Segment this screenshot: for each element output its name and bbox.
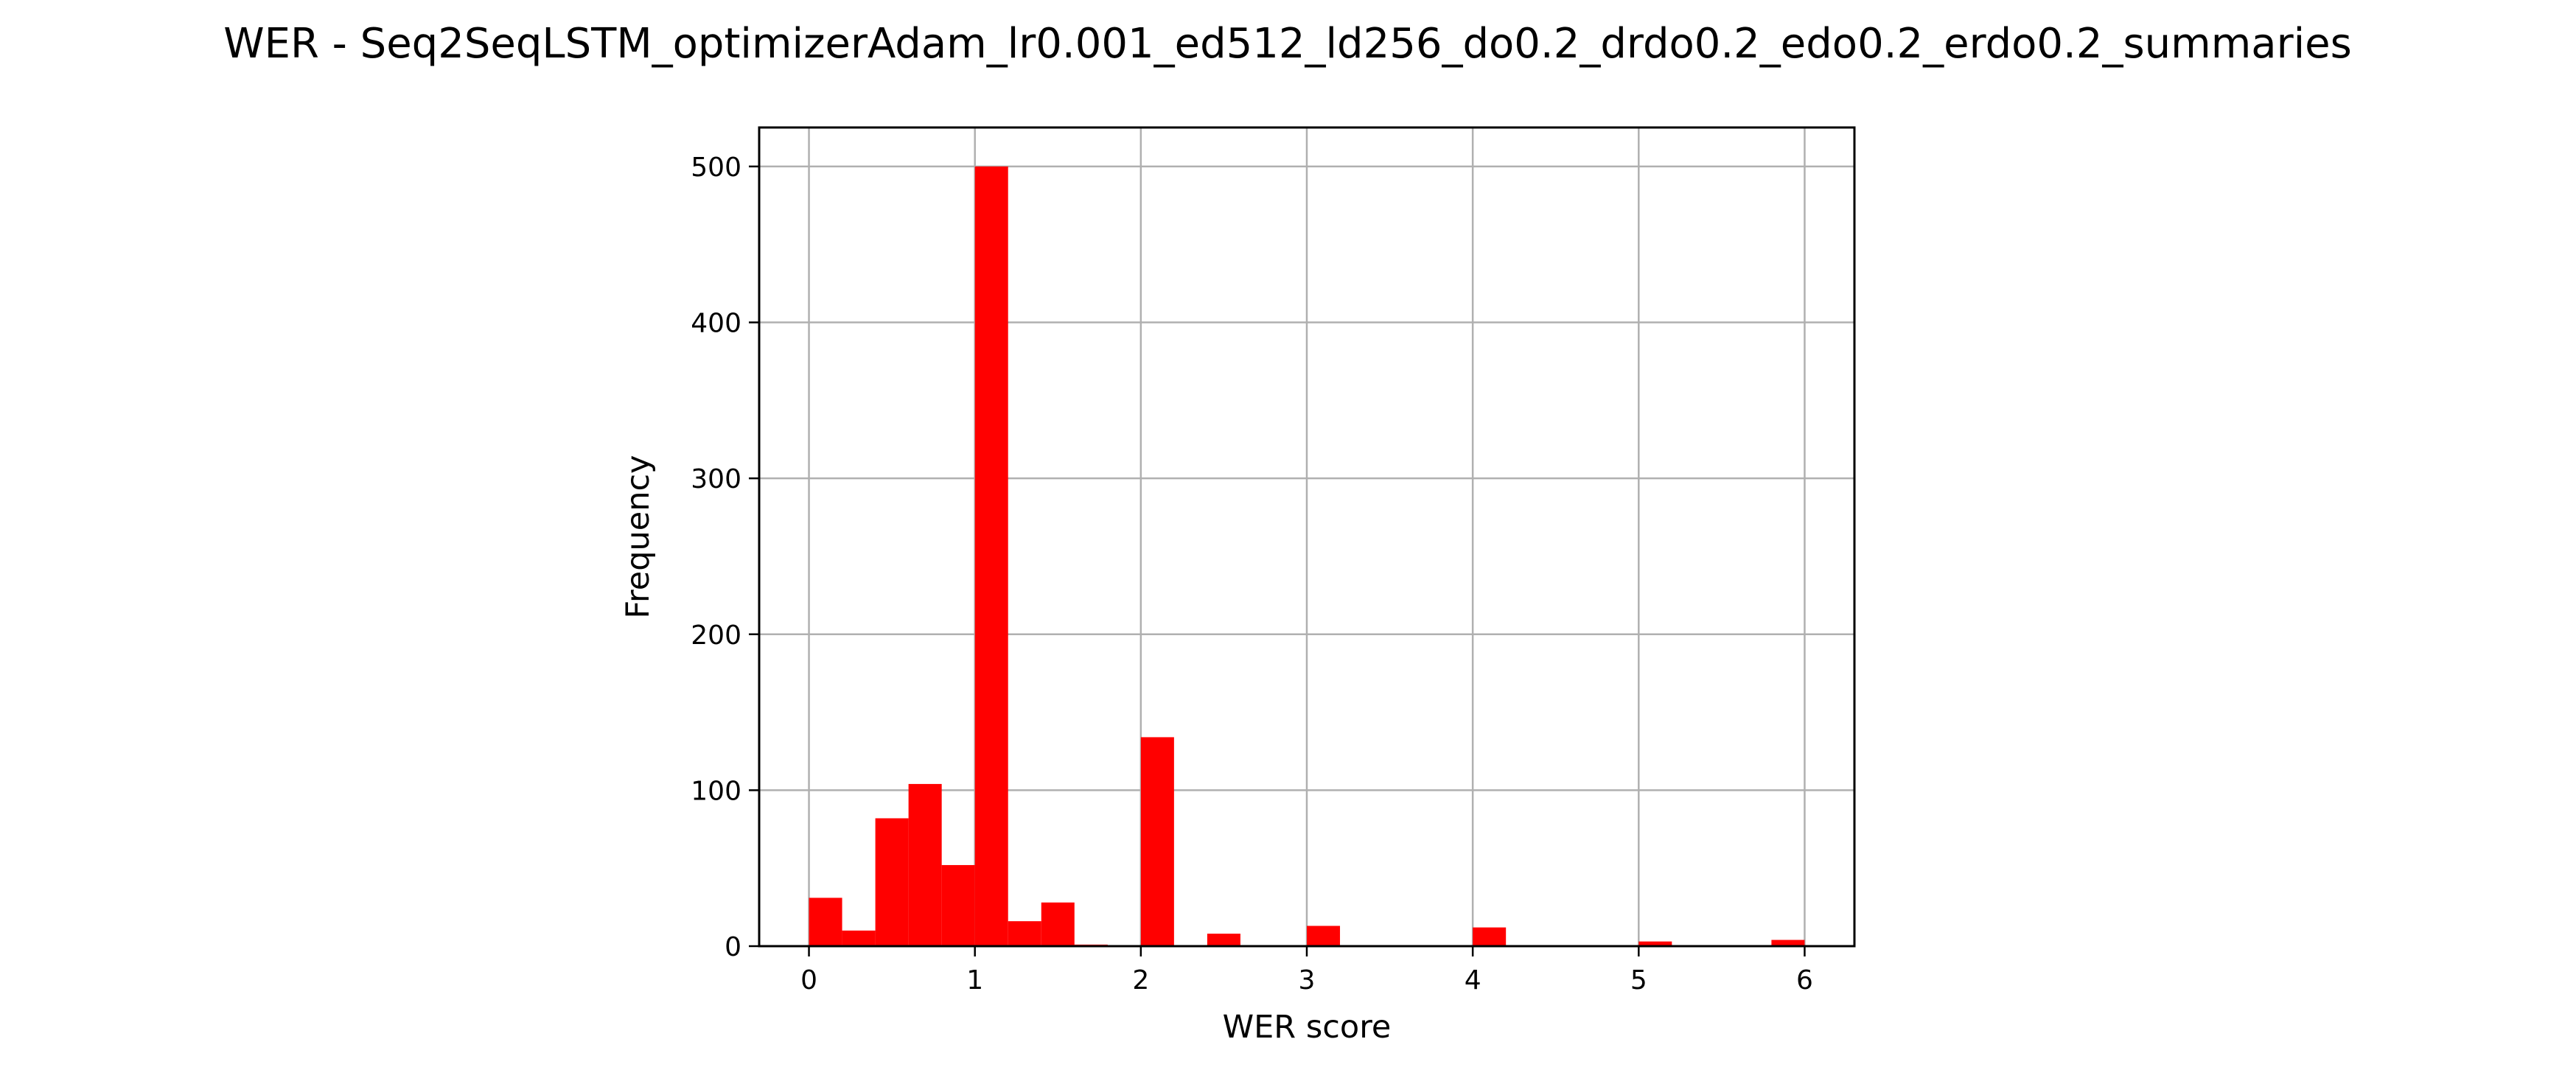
y-tick-label: 500 xyxy=(691,153,741,183)
y-tick-label: 0 xyxy=(725,932,741,962)
axis-ticks: 0 1 2 3 4 5 6 0 100 200 300 400 500 xyxy=(691,153,1813,996)
histogram-bar xyxy=(1041,902,1075,946)
x-tick-label: 0 xyxy=(800,965,817,996)
histogram-bar xyxy=(941,864,975,946)
x-tick-label: 5 xyxy=(1630,965,1647,996)
grid-lines xyxy=(759,127,1854,948)
histogram-bar xyxy=(875,818,909,946)
x-tick-label: 3 xyxy=(1299,965,1316,996)
x-tick-label: 1 xyxy=(966,965,983,996)
y-axis-label: Frequency xyxy=(620,455,657,618)
histogram-bar xyxy=(974,166,1008,946)
x-tick-label: 2 xyxy=(1132,965,1149,996)
histogram-bar xyxy=(1008,921,1041,946)
y-tick-label: 300 xyxy=(691,464,741,494)
y-tick-label: 200 xyxy=(691,620,741,651)
x-axis-label: WER score xyxy=(1223,1009,1392,1046)
histogram-bar xyxy=(908,783,942,946)
x-tick-label: 4 xyxy=(1465,965,1481,996)
chart-title: WER - Seq2SeqLSTM_optimizerAdam_lr0.001_… xyxy=(223,20,2352,68)
x-tick-label: 6 xyxy=(1796,965,1813,996)
histogram-bar xyxy=(809,898,842,946)
histogram-bar xyxy=(842,930,876,946)
histogram-bar xyxy=(1207,934,1240,946)
histogram-bar xyxy=(1638,941,1672,946)
y-tick-label: 100 xyxy=(691,776,741,806)
histogram-bar xyxy=(1140,737,1174,946)
y-tick-label: 400 xyxy=(691,309,741,339)
histogram-bar xyxy=(1307,926,1341,946)
bars xyxy=(809,166,1805,946)
histogram-bar xyxy=(1473,927,1507,946)
histogram-bar xyxy=(1771,940,1805,946)
